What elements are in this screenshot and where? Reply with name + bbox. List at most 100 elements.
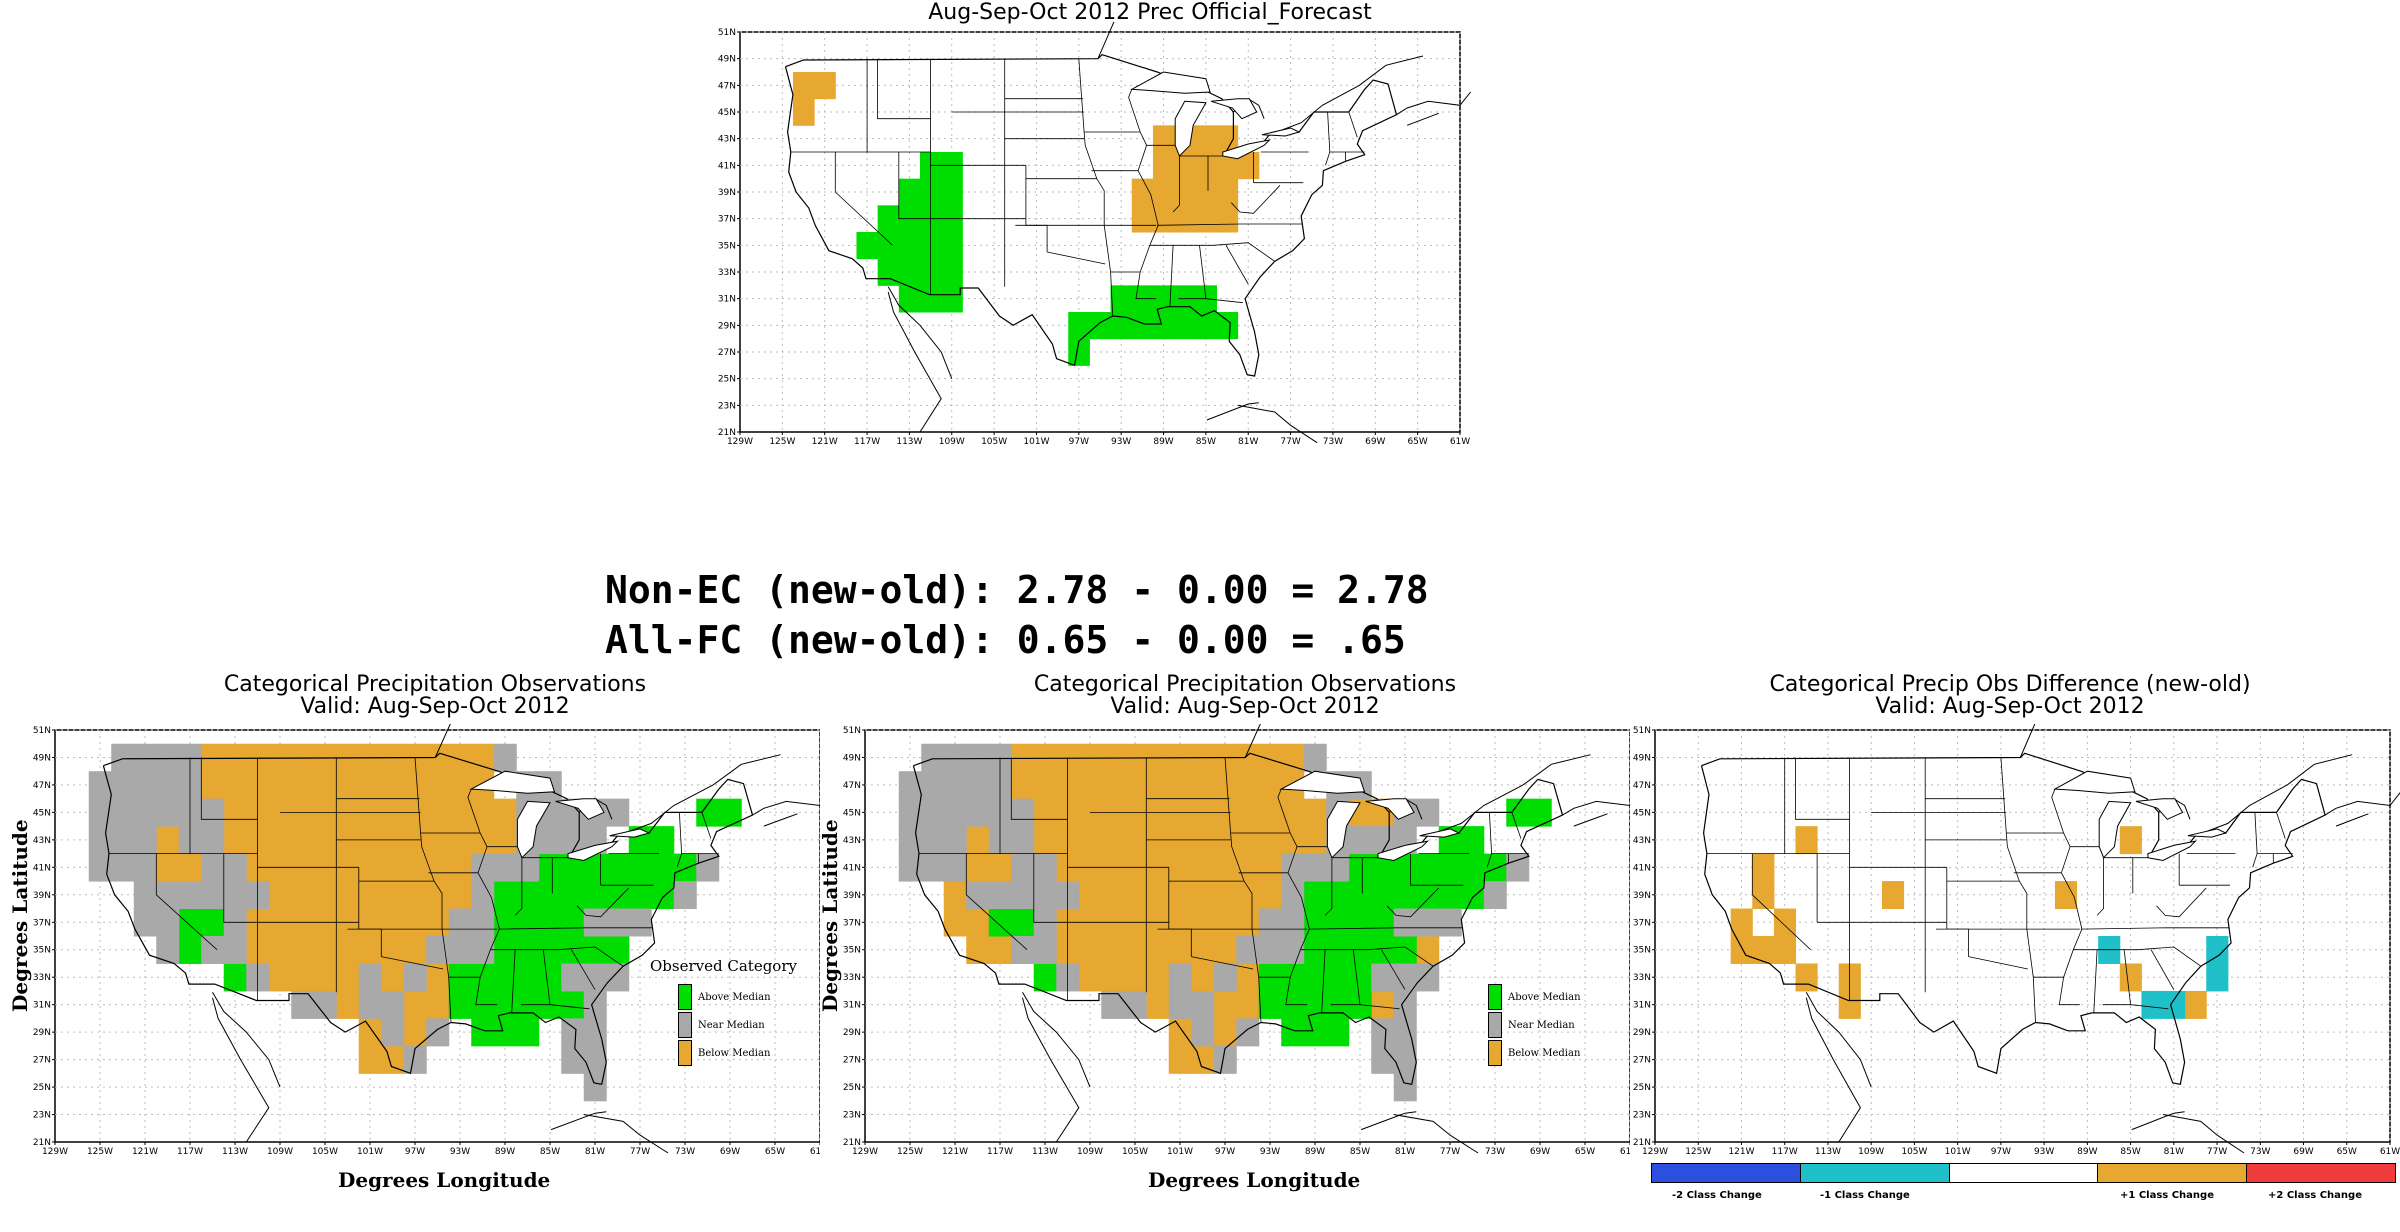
grid-cell-below (313, 881, 337, 910)
grid-cell-above (471, 1018, 495, 1047)
grid-cell-near (966, 743, 990, 772)
grid-cell-below (268, 936, 292, 964)
state-boundary (1324, 857, 1333, 916)
lat-tick-label: 43N (33, 836, 51, 846)
grid-cell-above (516, 963, 540, 992)
coastline (1360, 1111, 1417, 1131)
grid-cell-above (1393, 936, 1417, 964)
grid-cell-near (111, 743, 135, 772)
grid-cell-above (538, 963, 562, 992)
grid-cell-below (1168, 1018, 1192, 1047)
lake-outline (2135, 798, 2184, 820)
lat-tick-label: 43N (1633, 836, 1651, 846)
lon-tick-label: 105W (312, 1147, 338, 1157)
left-map-ylabel: Degrees Latitude (8, 819, 32, 1012)
lon-tick-label: 101W (357, 1147, 383, 1157)
grid-cell-near (1236, 1018, 1260, 1047)
grid-cell-near (1168, 963, 1192, 992)
state-boundary (834, 152, 893, 246)
grid-cell-below (336, 963, 360, 992)
state-boundary (514, 857, 523, 916)
grid-cell-below (291, 936, 315, 964)
grid-cell-below (1752, 881, 1775, 910)
grid-cell-below (2119, 826, 2142, 855)
grid-cell-above (1371, 908, 1395, 937)
state-boundary (701, 812, 712, 839)
state-boundary (1300, 946, 1434, 967)
grid-cell-below (1174, 178, 1196, 206)
grid-cell-below (1213, 908, 1237, 937)
grid-cell-above (1348, 853, 1372, 882)
state-boundary (2093, 949, 2098, 1013)
grid-cell-near (921, 798, 945, 827)
grid-cell-above (718, 798, 742, 827)
state-boundary (1511, 812, 1522, 839)
grid-cell-near (223, 936, 247, 964)
grid-cell-near (111, 798, 135, 827)
grid-cell-below (1123, 963, 1147, 992)
grid-cell-near (156, 908, 180, 937)
lat-tick-label: 23N (843, 1111, 861, 1121)
grid-cell-below (358, 1045, 382, 1074)
left-map-xlabel: Degrees Longitude (338, 1168, 551, 1192)
grid-cell-above (898, 285, 921, 313)
state-boundary (1205, 298, 1243, 304)
grid-cell-below (291, 826, 315, 855)
grid-cell-below (1123, 881, 1147, 910)
grid-cell-below (1191, 936, 1215, 964)
lon-tick-label: 85W (540, 1147, 560, 1157)
grid-cell-near (921, 771, 945, 800)
grid-cell-below (1216, 125, 1239, 153)
lat-tick-label: 43N (843, 836, 861, 846)
diff-map-title-line1: Categorical Precip Obs Difference (new-o… (1769, 672, 2251, 697)
state-boundary (511, 949, 516, 1013)
lat-tick-label: 51N (33, 726, 51, 736)
grid-cell-near (291, 990, 315, 1019)
grid-cell-below (966, 936, 990, 964)
coastline (550, 1111, 607, 1131)
grid-cell-near (1168, 990, 1192, 1019)
grid-cell-below (1168, 853, 1192, 882)
lat-tick-label: 33N (843, 973, 861, 983)
coastline (1393, 1114, 1479, 1154)
grid-cell-near (111, 853, 135, 882)
coastline (1269, 55, 1424, 136)
grid-cell-below (381, 853, 405, 882)
lat-tick-label: 49N (718, 55, 736, 65)
grid-cell-below (1236, 990, 1260, 1019)
grid-cell-near (1483, 881, 1507, 910)
lat-tick-label: 33N (33, 973, 51, 983)
lat-tick-label: 31N (843, 1001, 861, 1011)
coastline (2324, 792, 2400, 816)
state-boundary (1169, 245, 1174, 307)
grid-cell-near (561, 1018, 585, 1047)
grid-cell-above (1461, 881, 1485, 910)
grid-cell-near (471, 853, 495, 882)
state-boundary (2032, 977, 2036, 1023)
grid-cell-near (88, 798, 112, 827)
grid-cell-near (1506, 853, 1530, 882)
coastline (617, 754, 781, 837)
coastline (1206, 402, 1259, 421)
state-boundary (1751, 853, 1811, 950)
grid-cell-below (1258, 881, 1282, 910)
grid-cell-near (201, 798, 225, 827)
grid-cell-near (403, 963, 427, 992)
grid-cell-below (156, 826, 180, 855)
top-map-title: Aug-Sep-Oct 2012 Prec Official_Forecast (928, 0, 1372, 25)
coastline (1406, 112, 1439, 126)
grid-cell-below (1752, 936, 1775, 964)
grid-cell-below (1078, 936, 1102, 964)
legend-label-above: Above Median (698, 991, 771, 1003)
grid-cell-below (1258, 771, 1282, 800)
grid-cell-below (1146, 963, 1170, 992)
grid-cell-near (538, 826, 562, 855)
grid-cell-near (156, 743, 180, 772)
grid-cell-above (1371, 853, 1395, 882)
grid-cell-below (1881, 881, 1905, 910)
lat-tick-label: 33N (718, 268, 736, 278)
lon-tick-label: 89W (1153, 437, 1173, 447)
state-boundary (1078, 58, 1111, 273)
grid-cell-below (268, 771, 292, 800)
grid-cell-below (1191, 963, 1215, 992)
